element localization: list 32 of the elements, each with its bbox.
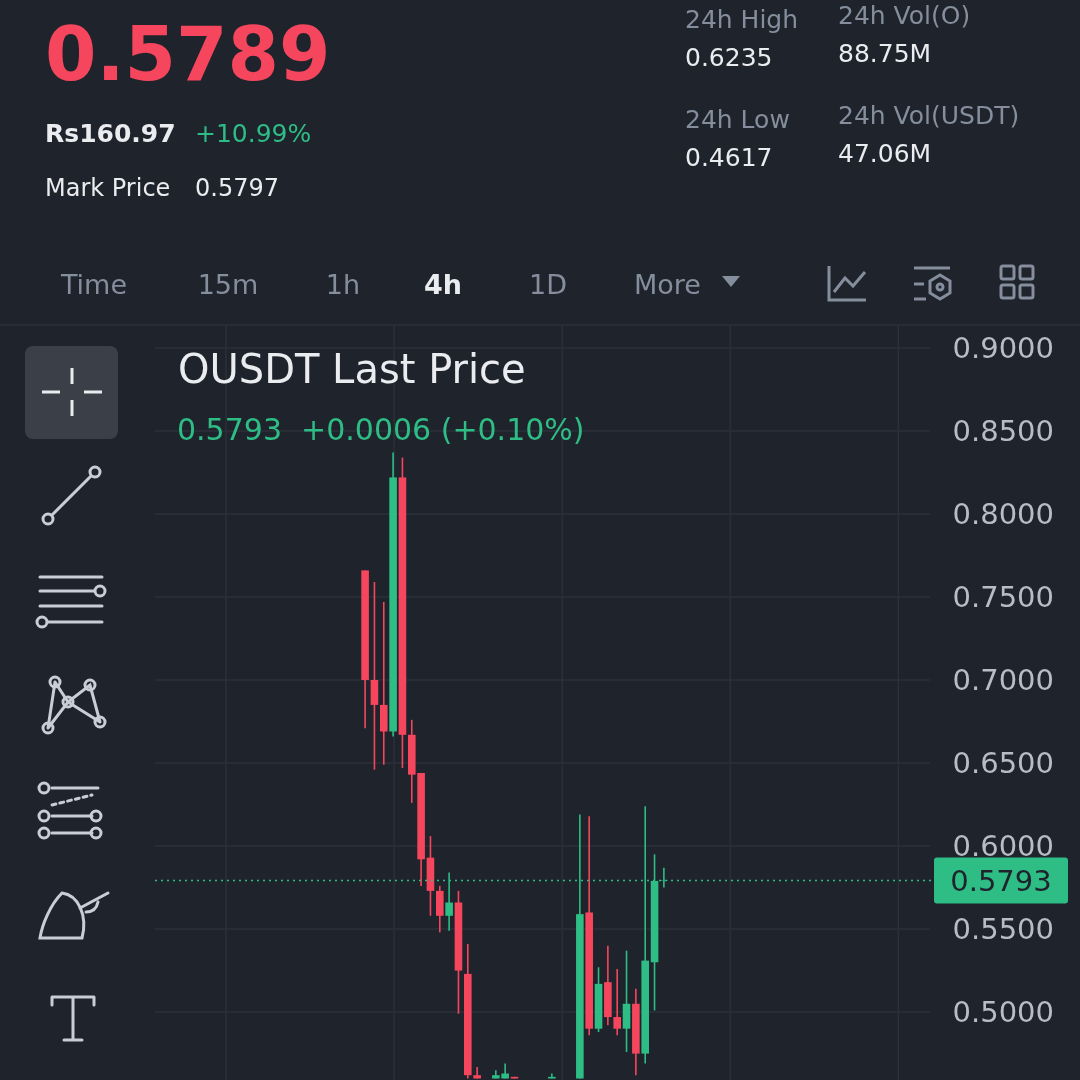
text: 24h Vol(O) <box>838 1 971 30</box>
text: 24h Vol(USDT) <box>838 101 1020 130</box>
text: 0.6235 <box>685 43 773 72</box>
text: 0.5797 <box>195 174 279 202</box>
y-tick-label: 0.7500 <box>952 580 1054 615</box>
text: More <box>634 269 701 300</box>
text: 88.75M <box>838 39 932 68</box>
y-tick-label: 0.6500 <box>952 746 1054 781</box>
text: 47.06M <box>838 139 932 168</box>
text: Time <box>59 269 128 300</box>
y-tick-label: 0.9000 <box>952 331 1054 366</box>
y-tick-label: 0.6000 <box>952 829 1054 864</box>
text: 1h <box>325 269 361 300</box>
candlestick <box>613 968 621 1037</box>
text: Rs160.97 <box>45 119 176 148</box>
y-tick-label: 0.5000 <box>952 995 1054 1030</box>
text: 0.5789 <box>45 11 331 97</box>
text: 24h Low <box>685 105 790 134</box>
text: 1D <box>529 269 567 300</box>
text: 4h <box>423 269 463 300</box>
text: OUSDT Last Price <box>178 346 526 392</box>
y-tick-label: 0.8500 <box>952 414 1054 449</box>
text: +10.99% <box>195 119 312 148</box>
text: 15m <box>197 269 259 300</box>
ref-line-label: 0.5793 <box>950 863 1052 898</box>
text: 24h High <box>685 5 799 34</box>
text: 0.4617 <box>685 143 773 172</box>
text: 0.5793 +0.0006 (+0.10%) <box>177 412 585 447</box>
y-tick-label: 0.7000 <box>952 663 1054 698</box>
y-tick-label: 0.5500 <box>952 912 1054 947</box>
y-tick-label: 0.8000 <box>952 497 1054 532</box>
text: Mark Price <box>45 174 171 202</box>
